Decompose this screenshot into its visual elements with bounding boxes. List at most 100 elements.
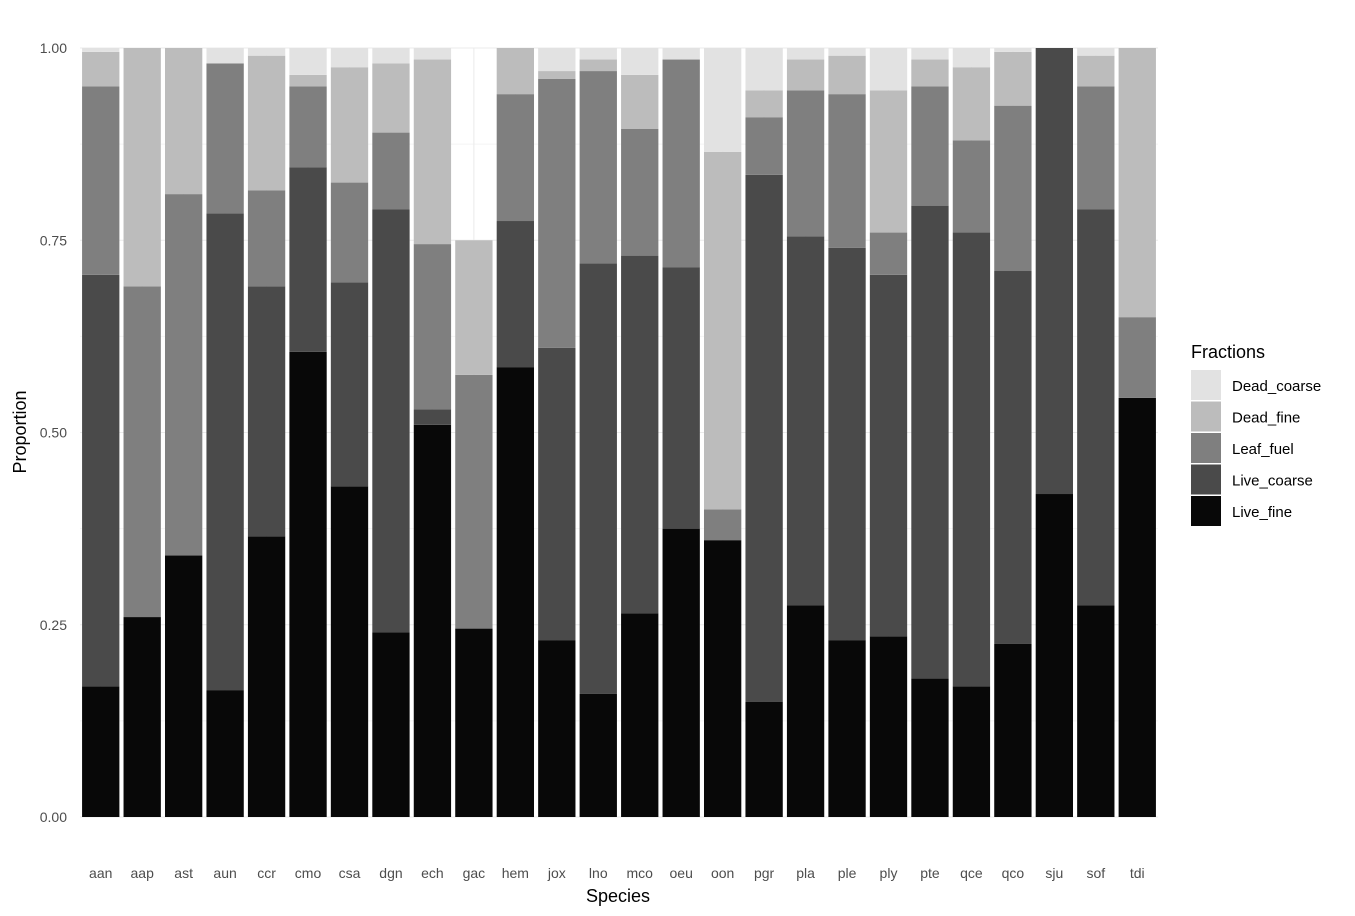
x-tick-label-ple: ple: [838, 865, 857, 881]
bar-ech-dead-coarse: [413, 48, 452, 60]
bar-cmo-dead-fine: [289, 74, 327, 87]
bar-pla-leaf-fuel: [786, 90, 825, 237]
bar-dgn-dead-fine: [372, 63, 410, 133]
bar-pla-dead-coarse: [786, 48, 825, 60]
bar-dgn-leaf-fuel: [372, 132, 410, 210]
bar-dgn-live-fine: [372, 632, 410, 817]
bar-aun-live-fine: [206, 690, 244, 817]
x-tick-label-mco: mco: [627, 865, 654, 881]
y-tick-label: 0.00: [40, 809, 67, 825]
bar-sof-live-coarse: [1077, 209, 1115, 606]
bar-ccr-dead-fine: [247, 55, 286, 191]
bar-pgr-live-coarse: [745, 174, 783, 702]
bar-aan-live-coarse: [82, 274, 120, 687]
bar-ech-live-fine: [413, 424, 452, 817]
bar-aap-leaf-fuel: [123, 286, 161, 618]
bar-aan-live-fine: [82, 686, 120, 817]
bar-jox-dead-fine: [538, 71, 576, 79]
x-tick-label-ech: ech: [421, 865, 444, 881]
bar-dgn-dead-coarse: [372, 48, 410, 64]
y-tick-label: 0.50: [40, 425, 67, 441]
bar-oeu-dead-coarse: [662, 48, 700, 60]
bar-cmo-leaf-fuel: [289, 86, 327, 168]
legend-label-live-coarse: Live_coarse: [1232, 473, 1313, 490]
bar-aan-dead-coarse: [82, 48, 120, 52]
bar-aan-leaf-fuel: [82, 86, 120, 275]
bar-ply-dead-coarse: [869, 48, 908, 91]
x-tick-label-ast: ast: [174, 865, 193, 881]
y-tick-label: 0.25: [40, 617, 67, 633]
bar-oeu-live-fine: [662, 528, 700, 817]
x-tick-label-hem: hem: [502, 865, 529, 881]
bar-csa-dead-fine: [330, 67, 369, 183]
x-tick-label-qce: qce: [960, 865, 983, 881]
legend-swatch-dead-fine: [1191, 401, 1221, 432]
bar-qce-leaf-fuel: [952, 140, 991, 233]
bar-lno-live-fine: [579, 693, 617, 817]
bar-ple-live-coarse: [828, 247, 866, 641]
bar-ast-dead-fine: [164, 48, 203, 195]
bar-pte-dead-fine: [911, 59, 949, 87]
bar-pgr-leaf-fuel: [745, 117, 783, 175]
bar-ple-dead-fine: [828, 55, 866, 95]
legend-title: Fractions: [1191, 342, 1265, 362]
bar-sof-dead-coarse: [1077, 48, 1115, 56]
bar-mco-leaf-fuel: [621, 128, 659, 256]
x-tick-label-tdi: tdi: [1130, 865, 1145, 881]
bar-jox-leaf-fuel: [538, 78, 576, 348]
bar-qco-live-fine: [994, 643, 1032, 817]
bar-oon-dead-coarse: [703, 48, 742, 152]
bar-oon-live-fine: [703, 540, 742, 817]
bar-jox-live-fine: [538, 640, 576, 817]
bar-hem-live-fine: [496, 367, 535, 817]
bar-qco-dead-coarse: [994, 48, 1032, 52]
bar-lno-leaf-fuel: [579, 71, 617, 264]
bar-jox-live-coarse: [538, 347, 576, 641]
bar-oon-leaf-fuel: [703, 509, 742, 541]
x-tick-label-pgr: pgr: [754, 865, 775, 881]
legend-label-dead-fine: Dead_fine: [1232, 410, 1300, 427]
bar-qce-dead-coarse: [952, 48, 991, 68]
bar-ast-live-fine: [164, 555, 203, 817]
y-axis-title: Proportion: [10, 390, 30, 473]
bar-gac-dead-fine: [455, 240, 493, 375]
bar-pla-live-fine: [786, 605, 825, 817]
bar-tdi-live-fine: [1118, 397, 1156, 817]
x-tick-label-sof: sof: [1086, 865, 1105, 881]
bar-oon-dead-fine: [703, 151, 742, 510]
x-tick-label-qco: qco: [1002, 865, 1025, 881]
bar-gac-leaf-fuel: [455, 374, 493, 629]
bar-pla-live-coarse: [786, 236, 825, 606]
bar-ple-dead-coarse: [828, 48, 866, 56]
bar-oeu-live-coarse: [662, 267, 700, 529]
bar-qce-live-fine: [952, 686, 991, 817]
bar-qco-dead-fine: [994, 51, 1032, 106]
bar-cmo-live-fine: [289, 351, 327, 817]
bar-pgr-dead-coarse: [745, 48, 783, 91]
x-tick-label-ccr: ccr: [257, 865, 276, 881]
x-tick-label-lno: lno: [589, 865, 608, 881]
legend: Fractions Dead_coarse Dead_fine Leaf_fuel L…: [1191, 342, 1321, 526]
bar-ccr-leaf-fuel: [247, 190, 286, 287]
bar-hem-dead-fine: [496, 48, 535, 95]
bar-oeu-leaf-fuel: [662, 59, 700, 268]
bar-ast-leaf-fuel: [164, 194, 203, 556]
bar-aan-dead-fine: [82, 51, 120, 87]
bar-pgr-live-fine: [745, 701, 783, 817]
bar-sof-dead-fine: [1077, 55, 1115, 87]
bar-csa-live-fine: [330, 486, 369, 817]
x-tick-label-aap: aap: [131, 865, 155, 881]
bar-ply-dead-fine: [869, 90, 908, 233]
legend-label-leaf-fuel: Leaf_fuel: [1232, 441, 1294, 458]
bar-pte-live-fine: [911, 678, 949, 817]
bar-mco-dead-coarse: [621, 48, 659, 75]
bar-csa-leaf-fuel: [330, 182, 369, 283]
x-tick-label-dgn: dgn: [379, 865, 402, 881]
x-tick-label-jox: jox: [547, 865, 566, 881]
bar-qco-live-coarse: [994, 271, 1032, 644]
x-tick-label-gac: gac: [463, 865, 486, 881]
bar-ply-live-fine: [869, 636, 908, 817]
legend-swatch-live-fine: [1191, 496, 1221, 526]
bar-hem-live-coarse: [496, 221, 535, 368]
